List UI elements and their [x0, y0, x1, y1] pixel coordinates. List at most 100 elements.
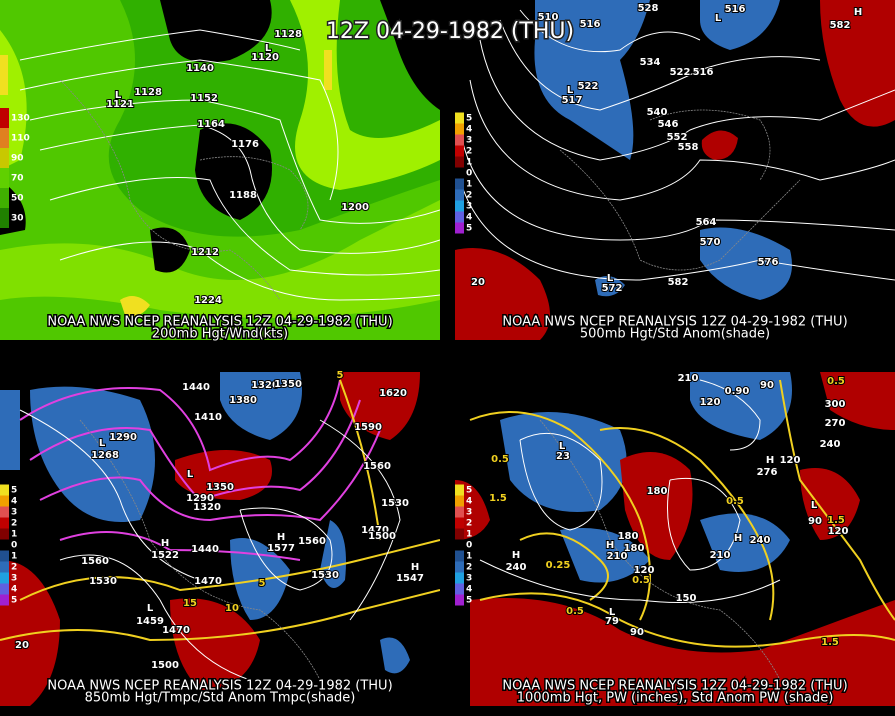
legend-label: 110	[11, 134, 30, 144]
panel-1000mb	[455, 372, 895, 706]
legend-swatch	[455, 550, 464, 562]
legend-label: 90	[11, 154, 24, 164]
panel-caption: 850mb Hgt/Tmpc/Std Anom Tmpc(shade)	[85, 691, 356, 706]
legend-swatch	[455, 539, 464, 551]
contour-label: 180	[618, 531, 639, 542]
contour-label: H	[606, 540, 614, 551]
legend-swatch	[0, 539, 9, 551]
contour-label: 15	[183, 598, 197, 609]
contour-label: L	[265, 43, 272, 54]
contour-label: 0.90	[725, 386, 750, 397]
contour-label: 572	[602, 283, 623, 294]
contour-label: 528	[638, 3, 659, 14]
contour-label: L	[567, 85, 574, 96]
contour-label: 1560	[81, 556, 109, 567]
contour-label: H	[854, 7, 862, 18]
contour-label: 564	[696, 217, 717, 228]
contour-label: H	[734, 533, 742, 544]
legend-swatch	[0, 495, 9, 507]
contour-label: 240	[750, 535, 771, 546]
legend-swatch	[455, 484, 464, 496]
legend-swatch	[455, 594, 464, 606]
legend-label: 4	[466, 213, 472, 223]
contour-label: 1459	[136, 616, 164, 627]
legend-label: 1	[466, 180, 472, 190]
contour-label: 1577	[267, 543, 295, 554]
contour-label: 10	[225, 603, 239, 614]
contour-label: 534	[640, 57, 661, 68]
panel-caption: 200mb Hgt/Wnd(kts)	[152, 327, 288, 342]
contour-label: 240	[820, 439, 841, 450]
contour-label: 5	[337, 370, 344, 381]
contour-label: 1560	[298, 536, 326, 547]
legend-swatch	[455, 112, 464, 124]
contour-label: 0.5	[827, 376, 845, 387]
legend-label: 3	[466, 508, 472, 518]
contour-label: 180	[624, 543, 645, 554]
contour-label: 276	[757, 467, 778, 478]
legend-label: 5	[466, 224, 472, 234]
legend-swatch	[455, 189, 464, 201]
legend-label: 1	[11, 552, 17, 562]
contour-label: 1530	[311, 570, 339, 581]
legend-swatch	[455, 222, 464, 234]
contour-label: 20	[471, 277, 485, 288]
contour-label: 90	[760, 380, 774, 391]
contour-label: H	[277, 532, 285, 543]
legend-label: 130	[11, 114, 30, 124]
contour-label: 582	[830, 20, 851, 31]
legend-swatch	[0, 168, 9, 188]
contour-label: 540	[647, 107, 668, 118]
contour-label: 1290	[109, 432, 137, 443]
legend-swatch	[455, 123, 464, 135]
contour-label: 1188	[229, 190, 257, 201]
contour-label: 1500	[368, 531, 396, 542]
legend-label: 3	[11, 508, 17, 518]
contour-label: 516	[580, 19, 601, 30]
contour-label: L	[715, 13, 722, 24]
legend-swatch	[455, 211, 464, 223]
contour-label: 1410	[194, 412, 222, 423]
texts: 130110907050301128L11201140L112111281152…	[0, 2, 863, 707]
contour-label: 1176	[231, 139, 259, 150]
contour-label: L	[609, 607, 616, 618]
contour-label: 90	[808, 516, 822, 527]
contour-label: 1380	[229, 395, 257, 406]
contour-label: 1530	[381, 498, 409, 509]
contour-label: 522	[578, 81, 599, 92]
legend-label: 4	[11, 585, 17, 595]
contour-label: 1128	[134, 87, 162, 98]
contour-label: 570	[700, 237, 721, 248]
legend-label: 50	[11, 194, 24, 204]
contour-label: 0.5	[491, 454, 509, 465]
contour-label: 1140	[186, 63, 214, 74]
legend-swatch	[0, 148, 9, 168]
panel-caption: NOAA NWS NCEP REANALYSIS 12Z 04-29-1982 …	[47, 679, 392, 694]
contour-label: 516	[693, 67, 714, 78]
contour-label: 120	[634, 565, 655, 576]
legend-swatch	[455, 167, 464, 179]
legend-label: 4	[466, 497, 472, 507]
contour-label: 1590	[354, 422, 382, 433]
contour-label: 1152	[190, 93, 218, 104]
legend-swatch	[0, 517, 9, 529]
contour-label: 79	[605, 616, 619, 627]
contour-label: 20	[15, 640, 29, 651]
legend-label: 2	[466, 147, 472, 157]
contour-label: 1268	[91, 450, 119, 461]
contour-label: L	[607, 273, 614, 284]
contour-label: 5	[259, 578, 266, 589]
panel-caption: NOAA NWS NCEP REANALYSIS 12Z 04-29-1982 …	[47, 315, 392, 330]
contour-label: 23	[556, 451, 570, 462]
contour-label: L	[147, 603, 154, 614]
legend-label: 3	[11, 574, 17, 584]
contour-label: 1320	[193, 502, 221, 513]
legend-swatch	[0, 108, 9, 128]
contour-label: 1120	[251, 52, 279, 63]
legend-label: 5	[466, 114, 472, 124]
contour-label: 546	[658, 119, 679, 130]
contour-label: L	[115, 90, 122, 101]
legend-label: 2	[466, 519, 472, 529]
legend-swatch	[0, 594, 9, 606]
legend-swatch	[455, 145, 464, 157]
